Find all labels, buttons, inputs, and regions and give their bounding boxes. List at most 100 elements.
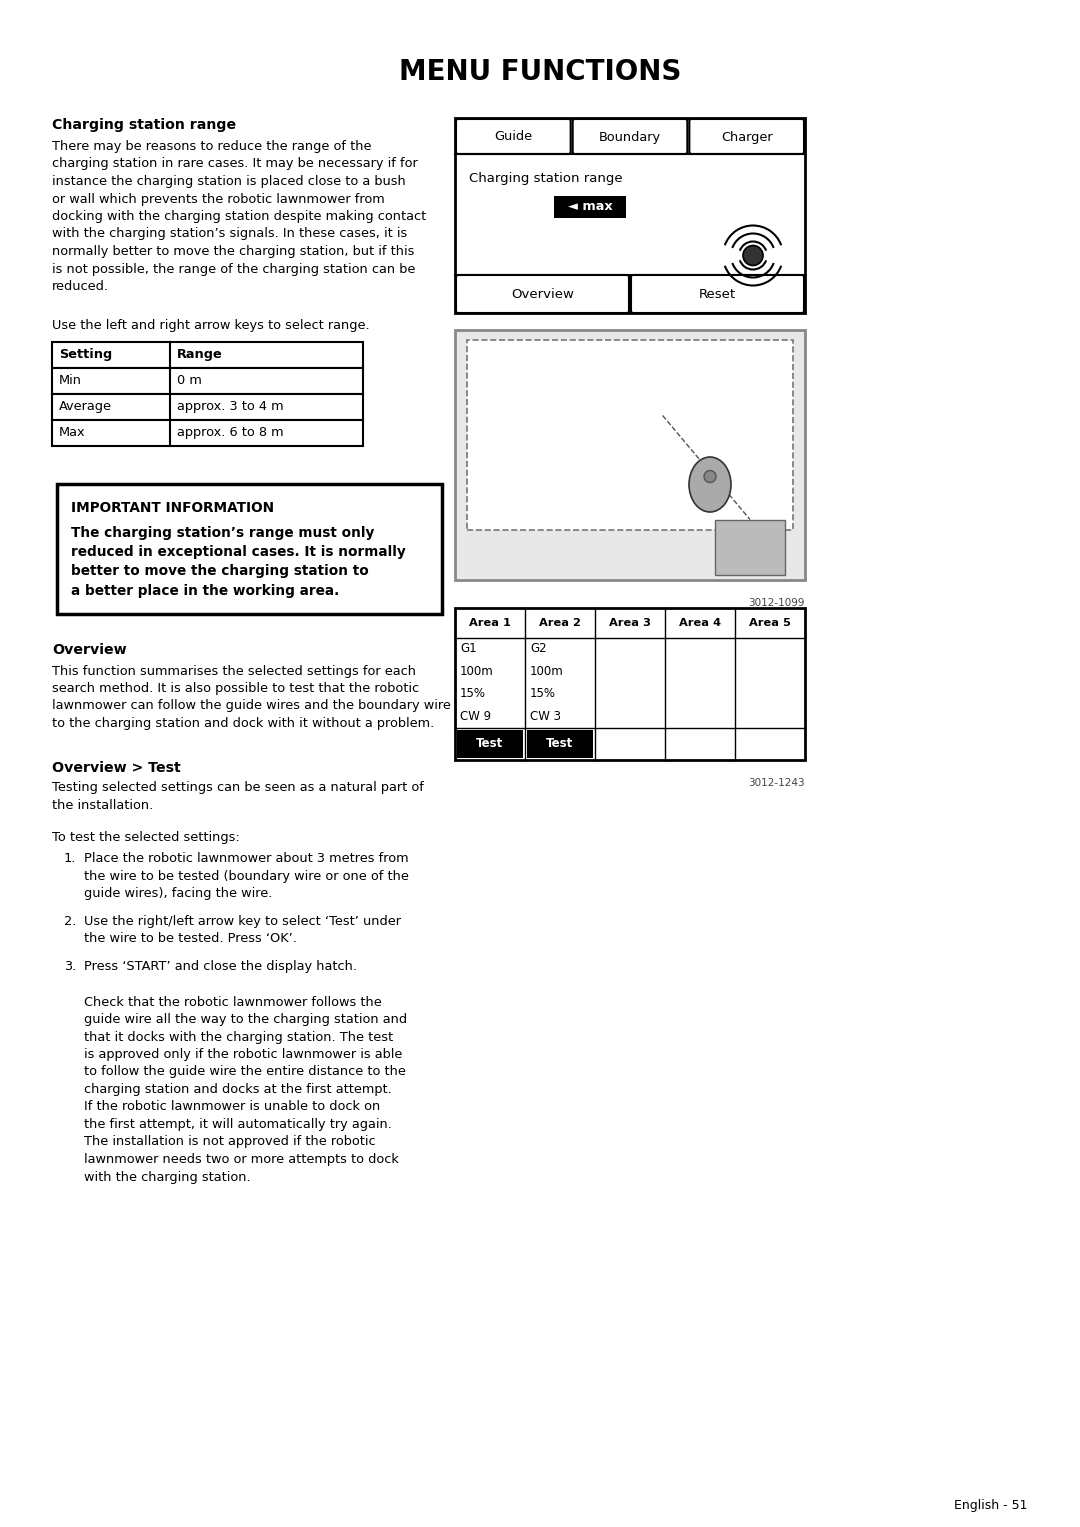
Text: Overview: Overview: [511, 287, 573, 301]
Text: Test: Test: [476, 738, 503, 750]
Text: 3.: 3.: [64, 960, 77, 973]
Text: Min: Min: [59, 374, 82, 386]
Text: There may be reasons to reduce the range of the: There may be reasons to reduce the range…: [52, 140, 372, 153]
Circle shape: [743, 246, 762, 266]
Bar: [457, 730, 523, 757]
Text: 15%: 15%: [460, 687, 486, 701]
Text: Use the left and right arrow keys to select range.: Use the left and right arrow keys to sel…: [52, 319, 369, 333]
Text: Area 3: Area 3: [609, 617, 651, 628]
Text: Testing selected settings can be seen as a natural part of: Testing selected settings can be seen as…: [52, 782, 423, 794]
Text: charging station in rare cases. It may be necessary if for: charging station in rare cases. It may b…: [52, 157, 418, 171]
Text: 1.: 1.: [64, 852, 77, 866]
Bar: [57, 484, 442, 614]
Text: charging station and docks at the first attempt.: charging station and docks at the first …: [84, 1083, 392, 1096]
Text: If the robotic lawnmower is unable to dock on: If the robotic lawnmower is unable to do…: [84, 1101, 380, 1113]
Text: better to move the charging station to: better to move the charging station to: [71, 565, 368, 579]
Text: Press ‘START’ and close the display hatch.: Press ‘START’ and close the display hatc…: [84, 960, 357, 973]
Text: Setting: Setting: [59, 348, 112, 360]
Bar: [52, 420, 363, 446]
Text: Area 4: Area 4: [679, 617, 721, 628]
Text: CW 9: CW 9: [460, 710, 491, 722]
Circle shape: [704, 470, 716, 483]
FancyBboxPatch shape: [456, 275, 629, 313]
Text: to follow the guide wire the entire distance to the: to follow the guide wire the entire dist…: [84, 1066, 406, 1078]
Bar: [715, 519, 785, 574]
Text: reduced in exceptional cases. It is normally: reduced in exceptional cases. It is norm…: [71, 545, 406, 559]
Text: Overview > Test: Overview > Test: [52, 760, 180, 774]
FancyBboxPatch shape: [631, 275, 804, 313]
Text: Overview: Overview: [52, 643, 126, 658]
Text: The charging station’s range must only: The charging station’s range must only: [71, 525, 375, 539]
Text: Area 5: Area 5: [750, 617, 791, 628]
Text: Boundary: Boundary: [599, 130, 661, 144]
Text: Range: Range: [177, 348, 222, 360]
Text: 3012-1247: 3012-1247: [748, 331, 805, 341]
Bar: [52, 394, 363, 420]
Text: Test: Test: [546, 738, 573, 750]
Text: guide wires), facing the wire.: guide wires), facing the wire.: [84, 887, 272, 901]
Text: English - 51: English - 51: [955, 1500, 1028, 1512]
Text: Average: Average: [59, 400, 112, 412]
Text: Reset: Reset: [699, 287, 737, 301]
Text: lawnmower can follow the guide wires and the boundary wire: lawnmower can follow the guide wires and…: [52, 699, 450, 713]
Text: Max: Max: [59, 426, 85, 438]
Text: with the charging station’s signals. In these cases, it is: with the charging station’s signals. In …: [52, 228, 407, 240]
Bar: [467, 339, 793, 530]
Text: To test the selected settings:: To test the selected settings:: [52, 831, 240, 843]
Text: G1: G1: [460, 643, 476, 655]
Text: This function summarises the selected settings for each: This function summarises the selected se…: [52, 664, 416, 678]
Text: approx. 6 to 8 m: approx. 6 to 8 m: [177, 426, 284, 438]
Text: ◄ max: ◄ max: [568, 200, 612, 214]
Text: search method. It is also possible to test that the robotic: search method. It is also possible to te…: [52, 683, 419, 695]
Text: 100m: 100m: [460, 664, 494, 678]
Text: Guide: Guide: [495, 130, 532, 144]
Text: with the charging station.: with the charging station.: [84, 1171, 251, 1183]
Text: 0 m: 0 m: [177, 374, 202, 386]
Text: the first attempt, it will automatically try again.: the first attempt, it will automatically…: [84, 1118, 392, 1132]
Text: normally better to move the charging station, but if this: normally better to move the charging sta…: [52, 244, 415, 258]
Bar: [455, 330, 805, 580]
Text: IMPORTANT INFORMATION: IMPORTANT INFORMATION: [71, 501, 274, 515]
Bar: [554, 195, 626, 218]
Text: the wire to be tested. Press ‘OK’.: the wire to be tested. Press ‘OK’.: [84, 933, 297, 945]
Bar: [455, 118, 805, 313]
Text: guide wire all the way to the charging station and: guide wire all the way to the charging s…: [84, 1012, 407, 1026]
Text: CW 3: CW 3: [530, 710, 561, 722]
Text: to the charging station and dock with it without a problem.: to the charging station and dock with it…: [52, 718, 434, 730]
Text: is not possible, the range of the charging station can be: is not possible, the range of the chargi…: [52, 263, 416, 275]
Text: the wire to be tested (boundary wire or one of the: the wire to be tested (boundary wire or …: [84, 870, 409, 883]
Text: Charger: Charger: [720, 130, 772, 144]
Text: The installation is not approved if the robotic: The installation is not approved if the …: [84, 1136, 376, 1148]
Text: Area 2: Area 2: [539, 617, 581, 628]
Ellipse shape: [689, 457, 731, 512]
Text: Place the robotic lawnmower about 3 metres from: Place the robotic lawnmower about 3 metr…: [84, 852, 408, 866]
Text: or wall which prevents the robotic lawnmower from: or wall which prevents the robotic lawnm…: [52, 192, 384, 206]
Bar: [455, 608, 805, 759]
Text: Check that the robotic lawnmower follows the: Check that the robotic lawnmower follows…: [84, 996, 381, 1008]
Text: Use the right/left arrow key to select ‘Test’ under: Use the right/left arrow key to select ‘…: [84, 915, 401, 928]
Text: is approved only if the robotic lawnmower is able: is approved only if the robotic lawnmowe…: [84, 1048, 403, 1061]
Text: Charging station range: Charging station range: [52, 118, 237, 131]
Text: 15%: 15%: [530, 687, 556, 701]
FancyBboxPatch shape: [572, 119, 687, 154]
Text: 3012-1243: 3012-1243: [748, 777, 805, 788]
Text: reduced.: reduced.: [52, 279, 109, 293]
Bar: [527, 730, 593, 757]
Bar: [52, 368, 363, 394]
Text: that it docks with the charging station. The test: that it docks with the charging station.…: [84, 1031, 393, 1043]
Text: Area 1: Area 1: [469, 617, 511, 628]
Text: instance the charging station is placed close to a bush: instance the charging station is placed …: [52, 176, 406, 188]
Text: a better place in the working area.: a better place in the working area.: [71, 583, 339, 599]
FancyBboxPatch shape: [456, 119, 570, 154]
Text: MENU FUNCTIONS: MENU FUNCTIONS: [399, 58, 681, 86]
Text: 100m: 100m: [530, 664, 564, 678]
Text: 3012-1099: 3012-1099: [748, 597, 805, 608]
Text: lawnmower needs two or more attempts to dock: lawnmower needs two or more attempts to …: [84, 1153, 399, 1167]
Text: G2: G2: [530, 643, 546, 655]
Text: the installation.: the installation.: [52, 799, 153, 812]
Text: 2.: 2.: [64, 915, 77, 928]
FancyBboxPatch shape: [689, 119, 804, 154]
Text: approx. 3 to 4 m: approx. 3 to 4 m: [177, 400, 284, 412]
Bar: [52, 342, 363, 368]
Text: Charging station range: Charging station range: [469, 173, 623, 185]
